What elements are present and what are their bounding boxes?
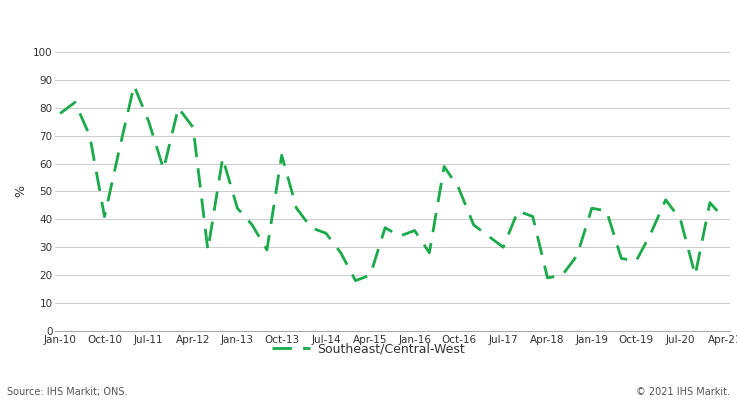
- Text: Reservoir levels in the Southeast and Midwest regions: Reservoir levels in the Southeast and Mi…: [7, 12, 460, 27]
- Text: © 2021 IHS Markit.: © 2021 IHS Markit.: [635, 387, 730, 397]
- Y-axis label: %: %: [14, 186, 27, 197]
- Text: Source: IHS Markit; ONS.: Source: IHS Markit; ONS.: [7, 387, 128, 397]
- Legend: Southeast/Central-West: Southeast/Central-West: [267, 338, 470, 360]
